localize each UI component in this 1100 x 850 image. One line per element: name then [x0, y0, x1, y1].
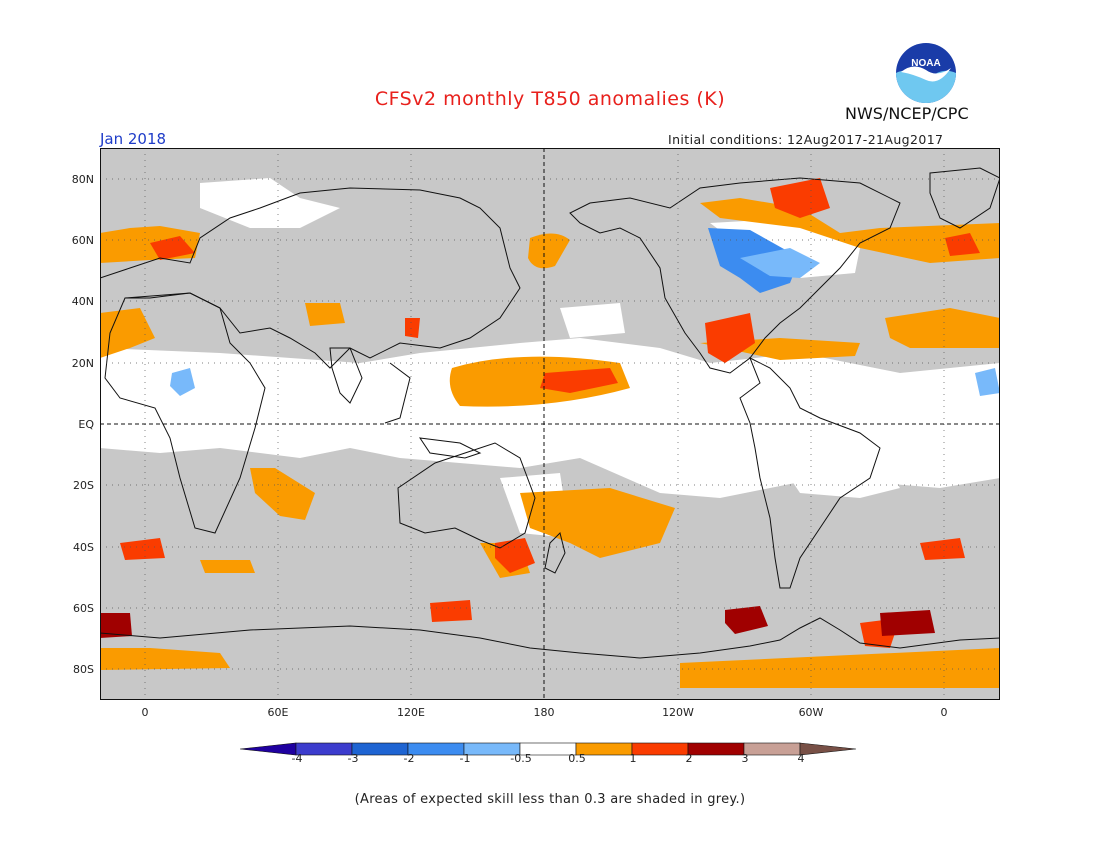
colorbar-label: -0.5 — [510, 752, 532, 765]
lon-label: 60W — [798, 706, 824, 719]
moderate-positive-anomalies — [120, 178, 980, 648]
weak-positive-anomalies — [100, 198, 1000, 688]
svg-text:NOAA: NOAA — [911, 58, 940, 69]
initial-conditions-label: Initial conditions: 12Aug2017-21Aug2017 — [668, 132, 944, 147]
lon-label: 120E — [397, 706, 425, 719]
lat-label: 20S — [73, 479, 94, 492]
noaa-logo-icon: NOAA — [896, 43, 956, 103]
strong-positive-anomalies — [100, 606, 935, 638]
anomaly-map — [100, 148, 1000, 700]
lon-label: 180 — [533, 706, 555, 719]
lat-label: 80S — [73, 663, 94, 676]
lon-label: 0 — [141, 706, 149, 719]
colorbar-label: -2 — [403, 752, 415, 765]
lat-label: 40N — [71, 295, 94, 308]
colorbar-label: -4 — [291, 752, 303, 765]
lat-label: EQ — [78, 418, 94, 431]
colorbar — [240, 742, 857, 756]
lon-label: 120W — [662, 706, 694, 719]
lat-label: 40S — [73, 541, 94, 554]
colorbar-label: 2 — [685, 752, 693, 765]
colorbar-label: -3 — [347, 752, 359, 765]
agency-label: NWS/NCEP/CPC — [845, 104, 969, 123]
lat-label: 60N — [71, 234, 94, 247]
chart-title: CFSv2 monthly T850 anomalies (K) — [374, 88, 726, 110]
lat-label: 80N — [71, 173, 94, 186]
coastlines — [100, 167, 1000, 659]
colorbar-label: 1 — [629, 752, 637, 765]
lon-label: 60E — [267, 706, 289, 719]
valid-month-label: Jan 2018 — [100, 130, 167, 148]
footnote: (Areas of expected skill less than 0.3 a… — [354, 792, 746, 807]
colorbar-label: 4 — [797, 752, 805, 765]
equator-dateline — [100, 148, 1000, 700]
colorbar-label: 0.5 — [568, 752, 586, 765]
colorbar-label: 3 — [741, 752, 749, 765]
lat-label: 60S — [73, 602, 94, 615]
negative-anomalies — [170, 228, 1000, 396]
colorbar-max-triangle — [799, 742, 857, 756]
colorbar-label: -1 — [459, 752, 471, 765]
lon-label: 0 — [940, 706, 948, 719]
lat-label: 20N — [71, 357, 94, 370]
